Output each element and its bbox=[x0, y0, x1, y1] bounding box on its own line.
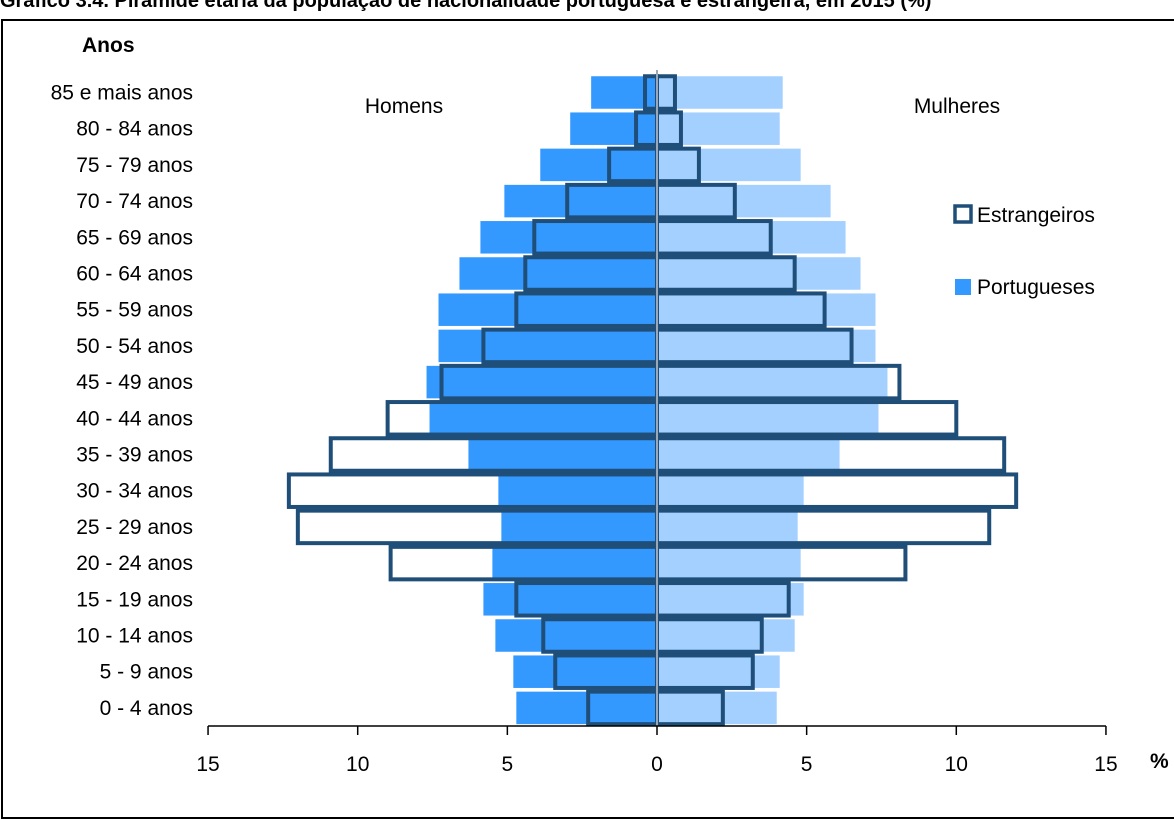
y-tick-label: 25 - 29 anos bbox=[76, 516, 193, 539]
bar-portugueses-mulheres bbox=[657, 402, 879, 435]
bar-portugueses-homens bbox=[504, 184, 657, 218]
bar-portugueses-mulheres bbox=[657, 257, 861, 290]
legend-label-estrangeiros: Estrangeiros bbox=[977, 204, 1095, 227]
x-tick-label: 5 bbox=[801, 753, 813, 776]
bar-portugueses-homens bbox=[498, 474, 657, 507]
x-tick-label: 10 bbox=[346, 753, 369, 776]
x-tick-label: 0 bbox=[651, 753, 663, 776]
bar-portugueses-homens bbox=[483, 583, 657, 616]
y-tick-label: 45 - 49 anos bbox=[76, 371, 193, 394]
y-tick-label: 80 - 84 anos bbox=[76, 118, 193, 141]
side-label-homens: Homens bbox=[365, 95, 443, 118]
bar-portugueses-homens bbox=[540, 148, 657, 182]
bar-portugueses-mulheres bbox=[657, 112, 780, 145]
legend-swatch-estrangeiros bbox=[953, 204, 973, 224]
legend-label-portugueses: Portugueses bbox=[977, 276, 1095, 299]
bar-portugueses-mulheres bbox=[657, 329, 876, 363]
y-axis-label: Anos bbox=[82, 34, 135, 57]
bar-portugueses-mulheres bbox=[657, 691, 777, 725]
bar-portugueses-homens bbox=[492, 546, 657, 580]
x-tick-label: 15 bbox=[196, 753, 219, 776]
y-tick-label: 75 - 79 anos bbox=[76, 154, 193, 177]
legend-swatch-portugueses bbox=[955, 279, 971, 295]
bar-portugueses-mulheres bbox=[657, 583, 804, 616]
bar-portugueses-mulheres bbox=[657, 655, 780, 688]
side-label-mulheres: Mulheres bbox=[914, 95, 1000, 118]
bar-portugueses-homens bbox=[438, 329, 657, 363]
bar-portugueses-mulheres bbox=[657, 474, 804, 507]
y-tick-label: 15 - 19 anos bbox=[76, 588, 193, 611]
bar-portugueses-mulheres bbox=[657, 510, 798, 544]
bar-portugueses-mulheres bbox=[657, 546, 801, 580]
bar-portugueses-mulheres bbox=[657, 76, 783, 109]
bar-portugueses-homens bbox=[591, 76, 657, 109]
bar-portugueses-homens bbox=[468, 438, 657, 471]
bar-portugueses-homens bbox=[459, 257, 657, 290]
x-tick-label: 10 bbox=[945, 753, 968, 776]
bar-portugueses-homens bbox=[438, 293, 657, 326]
y-tick-label: 50 - 54 anos bbox=[76, 335, 193, 358]
y-tick-label: 55 - 59 anos bbox=[76, 299, 193, 322]
bar-portugueses-mulheres bbox=[657, 619, 795, 652]
y-tick-label: 20 - 24 anos bbox=[76, 552, 193, 575]
bar-portugueses-homens bbox=[429, 402, 657, 435]
y-tick-label: 5 - 9 anos bbox=[100, 661, 193, 684]
bar-portugueses-homens bbox=[495, 619, 657, 652]
chart-title: Gráfico 3.4. Pirâmide etária da populaçã… bbox=[0, 0, 932, 12]
y-tick-label: 60 - 64 anos bbox=[76, 263, 193, 286]
y-tick-label: 70 - 74 anos bbox=[76, 190, 193, 213]
bar-portugueses-mulheres bbox=[657, 184, 831, 218]
y-tick-label: 10 - 14 anos bbox=[76, 625, 193, 648]
x-tick-label: 15 bbox=[1094, 753, 1117, 776]
x-axis-label: % bbox=[1150, 750, 1169, 773]
bar-portugueses-homens bbox=[501, 510, 657, 544]
y-tick-label: 0 - 4 anos bbox=[100, 697, 193, 720]
y-tick-label: 30 - 34 anos bbox=[76, 480, 193, 503]
bar-portugueses-homens bbox=[426, 365, 657, 399]
bar-portugueses-mulheres bbox=[657, 365, 888, 399]
y-tick-label: 85 e mais anos bbox=[51, 82, 193, 105]
bar-portugueses-homens bbox=[570, 112, 657, 145]
bar-portugueses-mulheres bbox=[657, 438, 840, 471]
y-tick-label: 65 - 69 anos bbox=[76, 226, 193, 249]
bar-portugueses-mulheres bbox=[657, 293, 876, 326]
y-tick-label: 40 - 44 anos bbox=[76, 407, 193, 430]
bar-portugueses-mulheres bbox=[657, 148, 801, 182]
y-tick-label: 35 - 39 anos bbox=[76, 444, 193, 467]
x-tick-label: 5 bbox=[502, 753, 514, 776]
bar-portugueses-homens bbox=[513, 655, 657, 688]
bar-portugueses-homens bbox=[480, 221, 657, 254]
bar-portugueses-mulheres bbox=[657, 221, 846, 254]
